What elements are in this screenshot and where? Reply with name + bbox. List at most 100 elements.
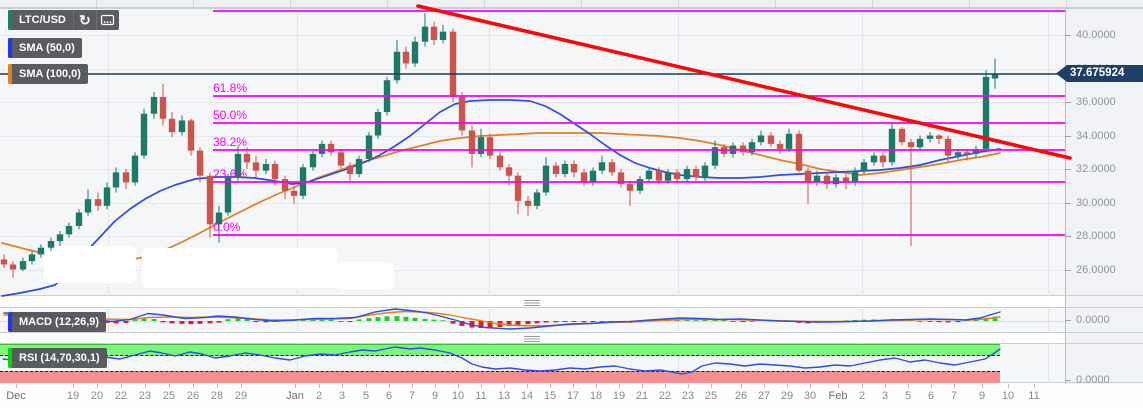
- time-tick: [217, 384, 218, 388]
- candle-body: [355, 158, 363, 175]
- candle-body: [430, 26, 438, 41]
- sma100-chip[interactable]: SMA (100,0): [8, 64, 88, 84]
- macd-histogram-bar: [328, 319, 334, 321]
- time-tick: [504, 384, 505, 388]
- macd-chip[interactable]: MACD (12,26,9): [8, 312, 107, 332]
- candle-body: [468, 130, 476, 154]
- candle-body: [140, 113, 148, 156]
- macd-histogram-bar: [197, 321, 203, 324]
- time-tick-label: 3: [338, 390, 346, 402]
- candle-body: [224, 177, 232, 213]
- candle-body: [327, 143, 335, 153]
- panel-resize-handle[interactable]: [524, 336, 540, 342]
- candle-body: [337, 152, 345, 166]
- macd-histogram-bar: [852, 319, 858, 321]
- macd-histogram-bar: [506, 321, 512, 326]
- macd-histogram-bar: [721, 319, 727, 321]
- camera-icon: [101, 14, 115, 26]
- time-tick: [787, 384, 788, 388]
- candle-body: [935, 135, 943, 139]
- price-tick-label: 32.0000: [1076, 163, 1116, 175]
- macd-histogram-bar: [375, 317, 381, 321]
- time-tick-label: 23: [681, 390, 695, 402]
- time-gridline: [1048, 307, 1049, 333]
- symbol-chip[interactable]: LTC/USD ↻: [8, 10, 119, 30]
- time-tick-label: 2: [858, 390, 866, 402]
- time-tick: [931, 384, 932, 388]
- price-tick: [1065, 35, 1071, 36]
- fib-level-label: 61.8%: [213, 81, 248, 95]
- candle-body: [262, 163, 270, 171]
- candle-body: [870, 155, 878, 163]
- macd-histogram-bar: [730, 321, 736, 322]
- time-tick-label: 28: [210, 390, 224, 402]
- collapsed-toolbar-strip[interactable]: [0, 0, 1143, 8]
- macd-histogram-bar: [553, 321, 559, 323]
- macd-histogram-bar: [749, 321, 755, 322]
- candle-body: [589, 170, 597, 183]
- time-tick-label: 20: [90, 390, 104, 402]
- time-tick-label: 26: [734, 390, 748, 402]
- candle-body: [252, 162, 260, 171]
- macd-histogram-bar: [319, 319, 325, 321]
- time-tick-label: 5: [362, 390, 370, 402]
- candle-body: [972, 148, 980, 154]
- candle-body: [449, 31, 457, 97]
- time-tick-label: 21: [635, 390, 649, 402]
- candle-body: [598, 162, 606, 171]
- refresh-button[interactable]: ↻: [72, 10, 96, 30]
- candle-body: [215, 212, 223, 225]
- macd-histogram-bar: [394, 316, 400, 321]
- time-tick-label: 22: [114, 390, 128, 402]
- time-tick: [810, 384, 811, 388]
- price-gridline: [0, 135, 1065, 137]
- candle-body: [813, 175, 821, 183]
- macd-histogram-bar: [310, 319, 316, 321]
- rsi-zero-label: 0.0000: [1076, 374, 1110, 386]
- sma50-chip[interactable]: SMA (50,0): [8, 38, 82, 58]
- candle-body: [804, 170, 812, 183]
- candle-body: [421, 26, 429, 42]
- candle-body: [9, 264, 17, 270]
- time-axis[interactable]: [0, 384, 1143, 408]
- macd-histogram-bar: [123, 321, 129, 323]
- macd-histogram-bar: [253, 321, 259, 323]
- time-tick-label: 19: [66, 390, 80, 402]
- time-tick: [885, 384, 886, 388]
- macd-histogram-bar: [347, 321, 353, 323]
- candle-body: [243, 153, 251, 163]
- time-gridline: [108, 8, 109, 296]
- macd-zero-gridline: [0, 321, 1065, 322]
- time-tick-label: 29: [234, 390, 248, 402]
- macd-histogram-bar: [403, 316, 409, 321]
- candle-body: [122, 172, 130, 183]
- candle-body: [991, 73, 999, 79]
- candle-body: [309, 153, 317, 168]
- time-tick: [619, 384, 620, 388]
- candle-body: [65, 225, 73, 235]
- candle-body: [683, 169, 691, 180]
- time-tick-label: 29: [780, 390, 794, 402]
- candle-body: [28, 254, 36, 262]
- macd-histogram-bar: [338, 321, 344, 322]
- macd-histogram-bar: [684, 319, 690, 321]
- fib-level-label: 0.0%: [213, 220, 241, 234]
- candle-body: [561, 163, 569, 175]
- time-tick-label: 18: [589, 390, 603, 402]
- watermark-patch: [336, 262, 394, 290]
- rsi-chip[interactable]: RSI (14,70,30,1): [8, 348, 107, 368]
- macd-histogram-bar: [132, 319, 138, 321]
- price-tick-label: 26.0000: [1076, 263, 1116, 276]
- rsi-label: RSI (14,70,30,1): [19, 352, 100, 364]
- time-tick: [838, 384, 839, 388]
- panel-resize-handle[interactable]: [524, 300, 540, 306]
- fib-level-label: 50.0%: [213, 108, 248, 122]
- candle-body: [785, 133, 793, 149]
- time-tick: [412, 384, 413, 388]
- candle-body: [748, 142, 756, 153]
- snapshot-button[interactable]: [95, 10, 119, 30]
- candle-body: [842, 177, 850, 183]
- macd-histogram-bar: [693, 320, 699, 321]
